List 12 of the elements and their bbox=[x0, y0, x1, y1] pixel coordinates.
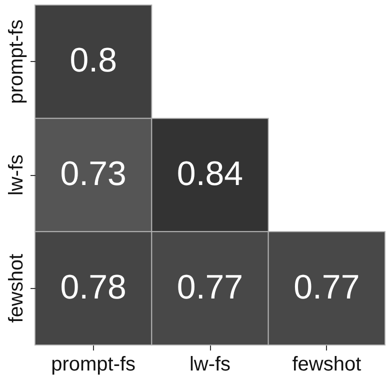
x-tick-label: prompt-fs bbox=[51, 354, 136, 376]
data-label: 0.77 bbox=[176, 268, 244, 306]
y-tick-label: prompt-fs bbox=[6, 19, 28, 104]
data-label: 0.77 bbox=[294, 268, 360, 306]
x-tick-label: fewshot bbox=[292, 354, 362, 376]
y-tick-label: lw-fs bbox=[6, 154, 28, 196]
y-tick-label: fewshot bbox=[6, 253, 28, 323]
data-label: 0.8 bbox=[70, 42, 117, 80]
x-tick-label: lw-fs bbox=[189, 354, 231, 376]
data-label: 0.84 bbox=[176, 155, 244, 193]
data-label: 0.73 bbox=[60, 155, 126, 193]
data-label: 0.78 bbox=[60, 268, 126, 306]
